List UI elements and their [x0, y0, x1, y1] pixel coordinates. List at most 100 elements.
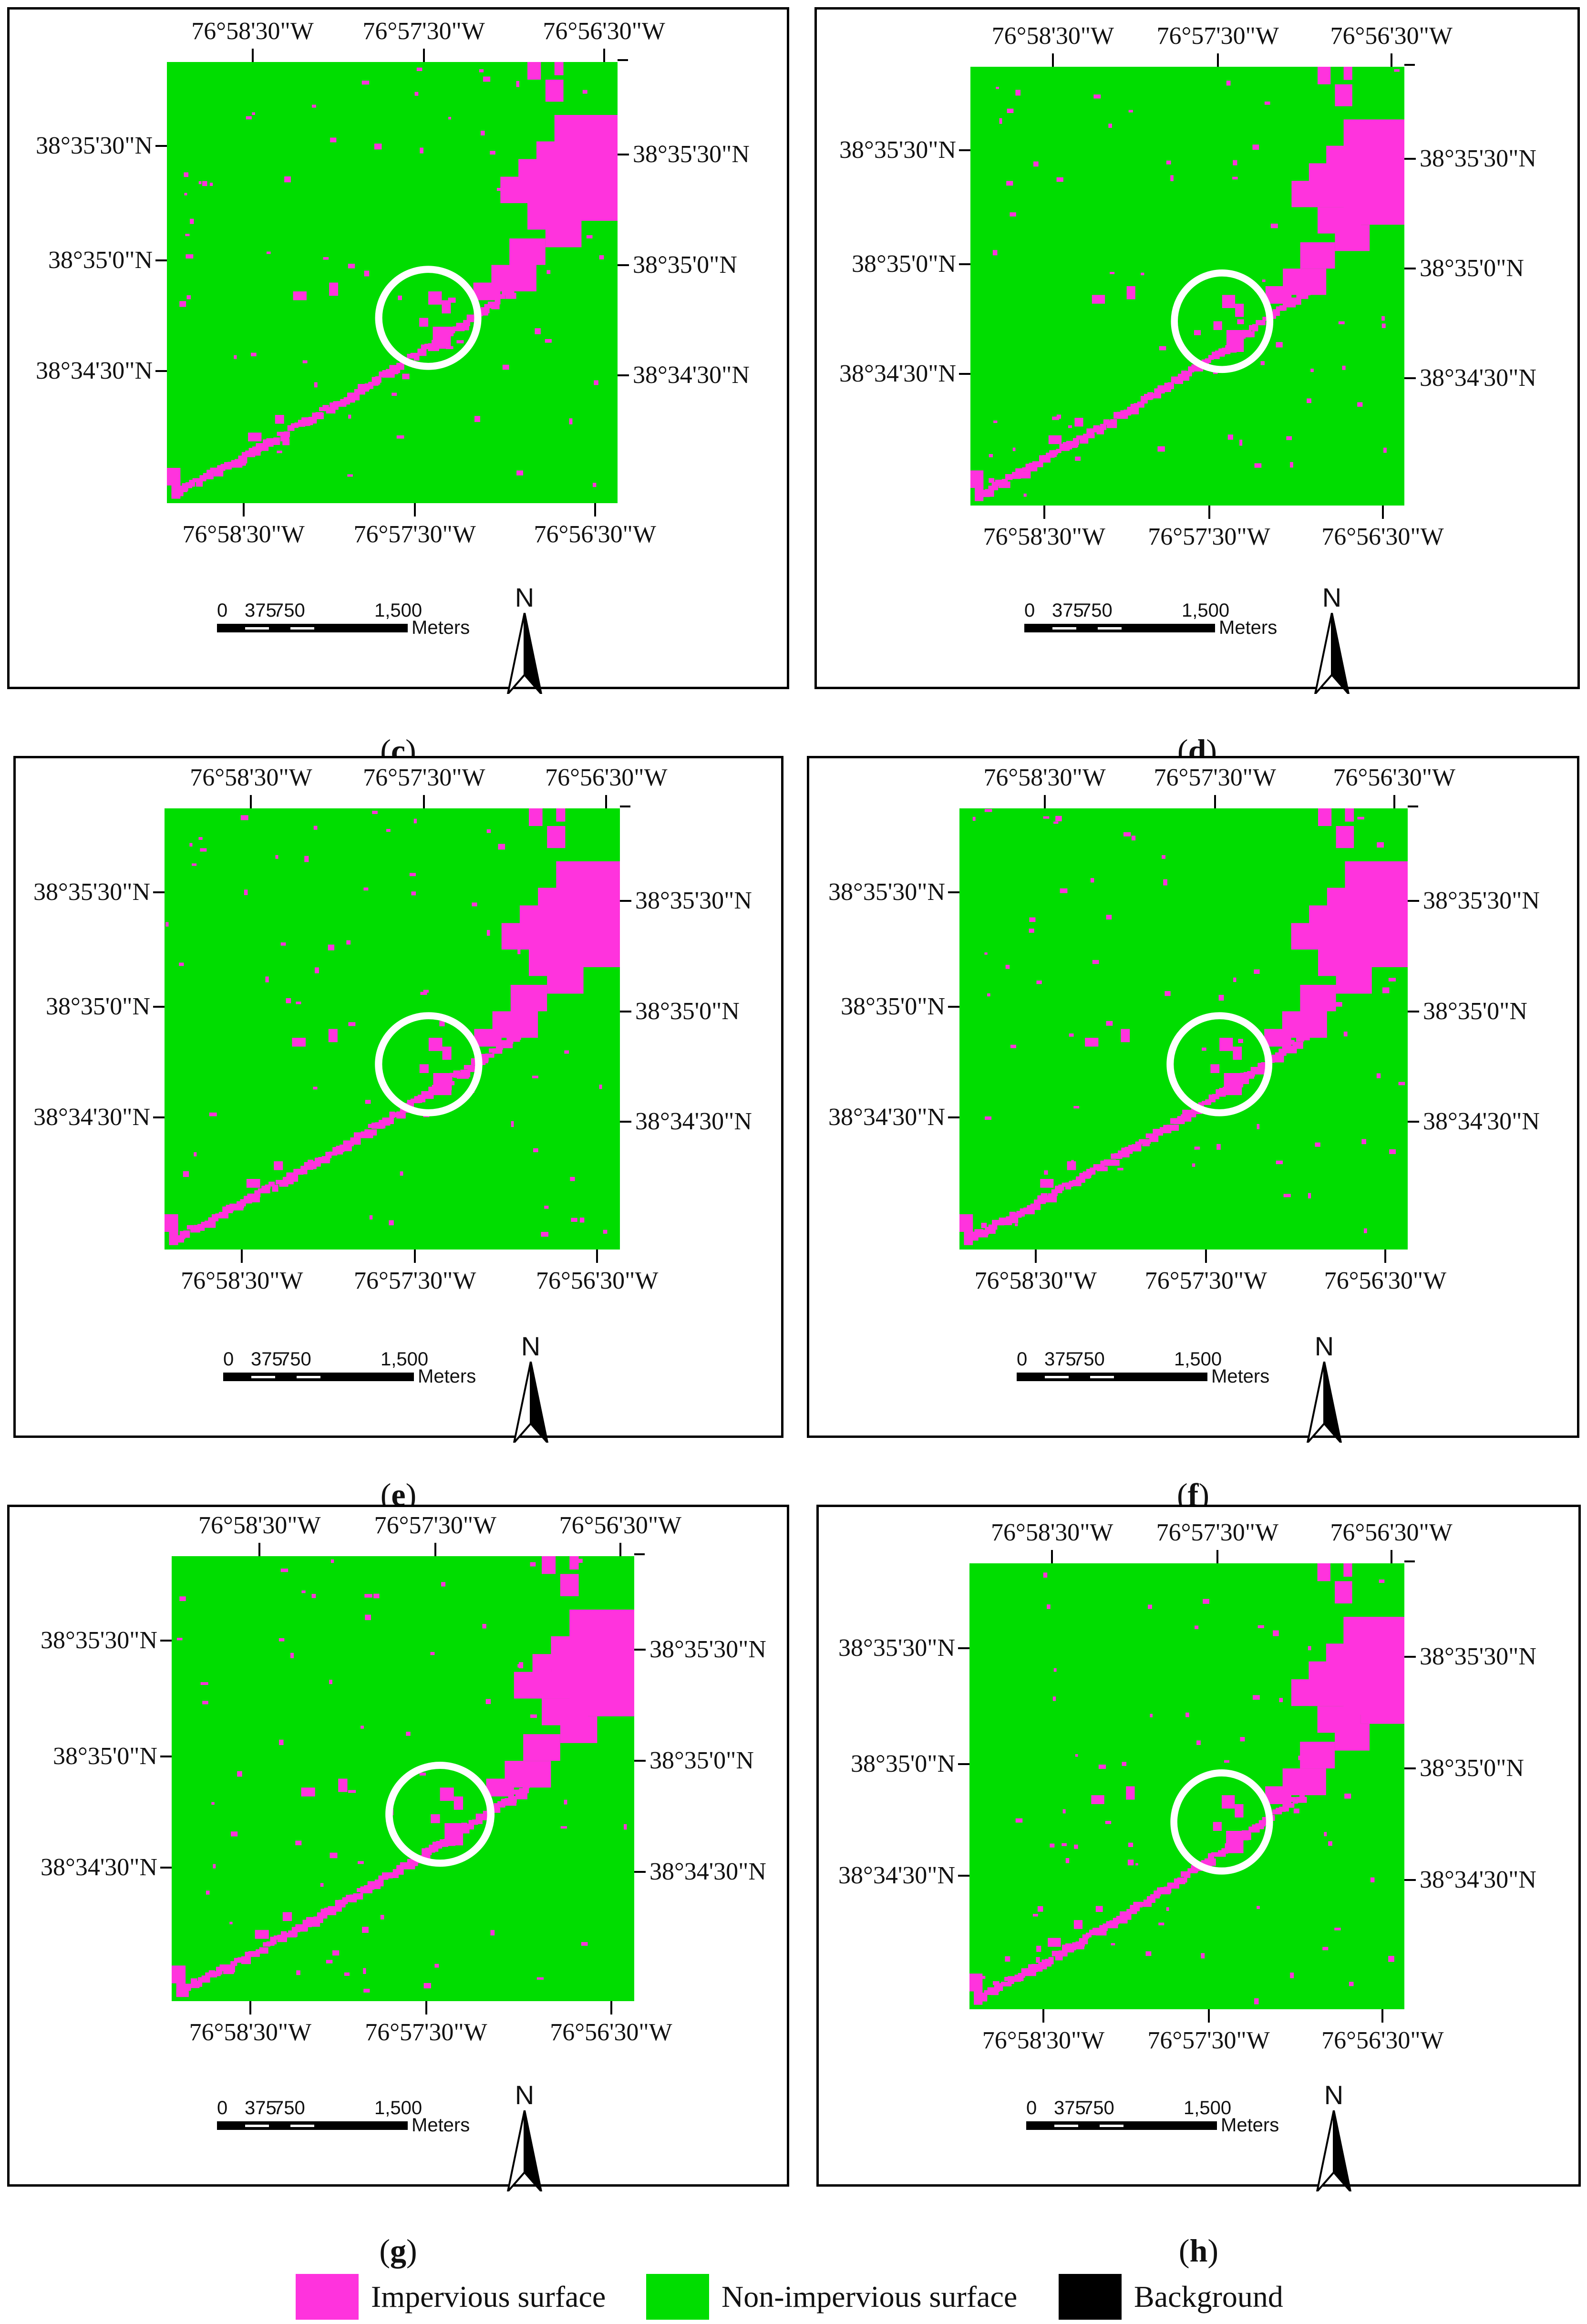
panel-caption: (h) [1179, 2234, 1218, 2267]
lon-label-bottom: 76°56'30"W [534, 521, 656, 548]
scale-tick-label: 1,500 [1184, 2097, 1232, 2118]
frame-stub [618, 59, 628, 61]
scale-seg [290, 2125, 314, 2127]
lon-label-top: 76°58'30"W [190, 764, 312, 791]
north-arrow-icon [506, 2110, 543, 2191]
lon-label-bottom: 76°56'30"W [536, 1267, 659, 1294]
lon-tick [1034, 1250, 1037, 1263]
lon-tick [250, 795, 252, 808]
lat-label-right: 38°34'30"N [635, 1107, 752, 1135]
lon-tick [1381, 2009, 1384, 2023]
background-swatch [1059, 2274, 1122, 2320]
lon-label-bottom: 76°58'30"W [974, 1267, 1097, 1294]
lat-tick [153, 891, 165, 893]
lon-tick [1043, 795, 1046, 808]
scale-seg [1045, 1376, 1069, 1378]
lat-label-right: 38°35'0"N [1420, 255, 1524, 282]
land-cover-map [970, 67, 1404, 506]
lat-label-right: 38°34'30"N [649, 1858, 766, 1886]
lon-tick [1042, 2009, 1045, 2023]
scale-bar: 0 375 750 1,500 Meters [217, 601, 484, 649]
non-impervious-swatch [646, 2274, 709, 2320]
north-arrow: N [503, 2082, 546, 2191]
lat-tick [620, 900, 631, 902]
frame-stub [620, 806, 630, 807]
lon-label-bottom: 76°57'30"W [1148, 523, 1270, 550]
land-cover-map [172, 1556, 634, 2001]
lon-label-bottom: 76°57'30"W [354, 1267, 476, 1294]
lat-tick [948, 1006, 959, 1008]
scale-bar-graphic [217, 2121, 408, 2130]
scale-tick-label: 0 [1017, 1349, 1028, 1370]
scale-tick-label: 0 [223, 1349, 234, 1370]
north-arrow: N [503, 584, 546, 694]
lat-label-left: 38°35'0"N [46, 993, 150, 1021]
scale-tick-label: 0 [217, 600, 228, 621]
scale-tick-label: 1,500 [1182, 600, 1230, 621]
north-arrow-icon [513, 1362, 549, 1443]
scale-tick-label: 750 [1082, 2097, 1114, 2118]
legend-item-impervious: Impervious surface [296, 2274, 606, 2320]
scale-unit: Meters [418, 1366, 476, 1387]
lon-label-top: 76°57'30"W [363, 764, 485, 791]
lon-label-bottom: 76°57'30"W [365, 2019, 487, 2046]
lon-label-top: 76°56'30"W [1330, 22, 1453, 50]
scale-bar-graphic [223, 1373, 414, 1381]
lat-tick [958, 1874, 969, 1877]
lat-tick [160, 1755, 172, 1757]
caption-letter: f [1187, 1477, 1199, 1513]
panel-caption: (f) [1177, 1478, 1209, 1511]
lon-label-top: 76°58'30"W [191, 18, 314, 45]
lat-tick [160, 1640, 172, 1642]
lon-label-bottom: 76°57'30"W [1144, 1267, 1268, 1294]
lon-tick [603, 49, 605, 62]
highlight-circle [375, 1012, 483, 1116]
scale-unit: Meters [1211, 1366, 1270, 1387]
lat-tick [958, 1763, 969, 1765]
lat-label-right: 38°35'0"N [633, 251, 737, 279]
lon-label-bottom: 76°57'30"W [353, 521, 476, 548]
lat-tick [155, 370, 167, 372]
land-cover-map [969, 1563, 1404, 2009]
lon-tick [249, 2001, 251, 2014]
scale-tick-label: 1,500 [374, 2097, 423, 2118]
impervious-swatch [296, 2274, 359, 2320]
lat-label-left: 38°35'30"N [838, 1634, 955, 1662]
lat-label-left: 38°34'30"N [36, 357, 153, 384]
lon-label-top: 76°58'30"W [991, 1519, 1113, 1546]
frame-stub [1404, 1560, 1415, 1562]
lon-label-bottom: 76°56'30"W [550, 2019, 672, 2046]
highlight-circle [375, 266, 482, 370]
legend-label-non-impervious: Non-impervious surface [721, 2280, 1018, 2314]
legend-item-non-impervious: Non-impervious surface [646, 2274, 1017, 2320]
scale-unit: Meters [412, 2115, 470, 2136]
lat-tick [1404, 377, 1416, 380]
legend-item-background: Background [1059, 2274, 1283, 2320]
lat-tick [634, 1871, 646, 1873]
lon-tick [1208, 506, 1210, 519]
lat-label-right: 38°34'30"N [1423, 1107, 1540, 1135]
lat-tick [634, 1648, 646, 1651]
lon-label-top: 76°56'30"W [545, 764, 668, 791]
lon-tick [1216, 1550, 1218, 1563]
caption-close: ) [406, 2232, 417, 2269]
lon-tick [619, 1543, 621, 1556]
lat-tick [155, 259, 167, 262]
frame-stub [1404, 64, 1415, 66]
scale-unit: Meters [1221, 2115, 1279, 2136]
caption-open: ( [379, 2232, 390, 2269]
lat-label-left: 38°34'30"N [33, 1103, 150, 1131]
scale-seg [297, 1376, 320, 1378]
lat-label-right: 38°34'30"N [1420, 364, 1536, 392]
lon-tick [258, 1543, 261, 1556]
lat-label-left: 38°35'0"N [851, 1750, 955, 1777]
lat-label-right: 38°35'0"N [649, 1747, 754, 1775]
north-arrow: N [1303, 1333, 1346, 1443]
north-arrow: N [1310, 584, 1353, 694]
lon-tick [1384, 1250, 1386, 1263]
lat-label-right: 38°35'30"N [635, 887, 752, 915]
scale-bar: 0 375 750 1,500 Meters [1017, 1350, 1284, 1397]
lat-tick [1408, 900, 1419, 902]
lon-label-top: 76°56'30"W [1333, 764, 1456, 791]
scale-tick-label: 750 [273, 2097, 305, 2118]
